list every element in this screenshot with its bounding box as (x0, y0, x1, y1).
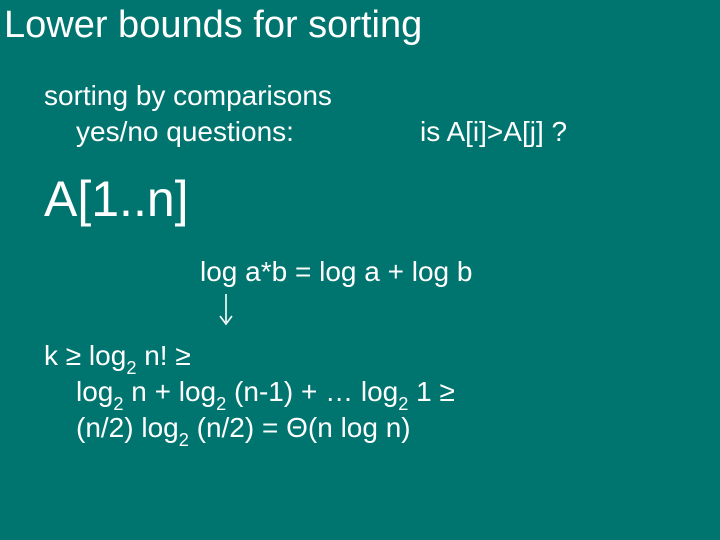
text-fragment: (n-1) + … log (226, 376, 398, 407)
theta-symbol: Θ (286, 412, 308, 443)
line-sorting-by-comparisons: sorting by comparisons (44, 80, 332, 112)
subscript: 2 (216, 394, 226, 414)
text-fragment: (n/2) log (76, 412, 179, 443)
line-yes-no-questions: yes/no questions: (76, 116, 294, 148)
geq-symbol: ≥ (66, 340, 81, 371)
text-fragment: n + log (124, 376, 217, 407)
line-array-notation: A[1..n] (44, 170, 189, 228)
slide: Lower bounds for sorting sorting by comp… (0, 0, 720, 540)
line-comparison-question: is A[i]>A[j] ? (420, 116, 567, 148)
text-fragment: (n/2) = (189, 412, 286, 443)
down-arrow-icon (216, 292, 236, 332)
line-log-identity: log a*b = log a + log b (200, 256, 472, 288)
subscript: 2 (113, 394, 123, 414)
text-fragment: log (76, 376, 113, 407)
subscript: 2 (126, 358, 136, 378)
geq-symbol: ≥ (439, 376, 454, 407)
text-fragment: k (44, 340, 66, 371)
geq-symbol: ≥ (175, 340, 190, 371)
subscript: 2 (398, 394, 408, 414)
line-k-bound: k ≥ log2 n! ≥ (44, 340, 191, 377)
text-fragment: log (81, 340, 126, 371)
line-expansion: log2 n + log2 (n-1) + … log2 1 ≥ (76, 376, 455, 413)
subscript: 2 (179, 430, 189, 450)
slide-title: Lower bounds for sorting (4, 4, 422, 47)
text-fragment: (n log n) (308, 412, 411, 443)
text-fragment: n! (136, 340, 175, 371)
text-fragment: 1 (408, 376, 439, 407)
line-result: (n/2) log2 (n/2) = Θ(n log n) (76, 412, 411, 449)
